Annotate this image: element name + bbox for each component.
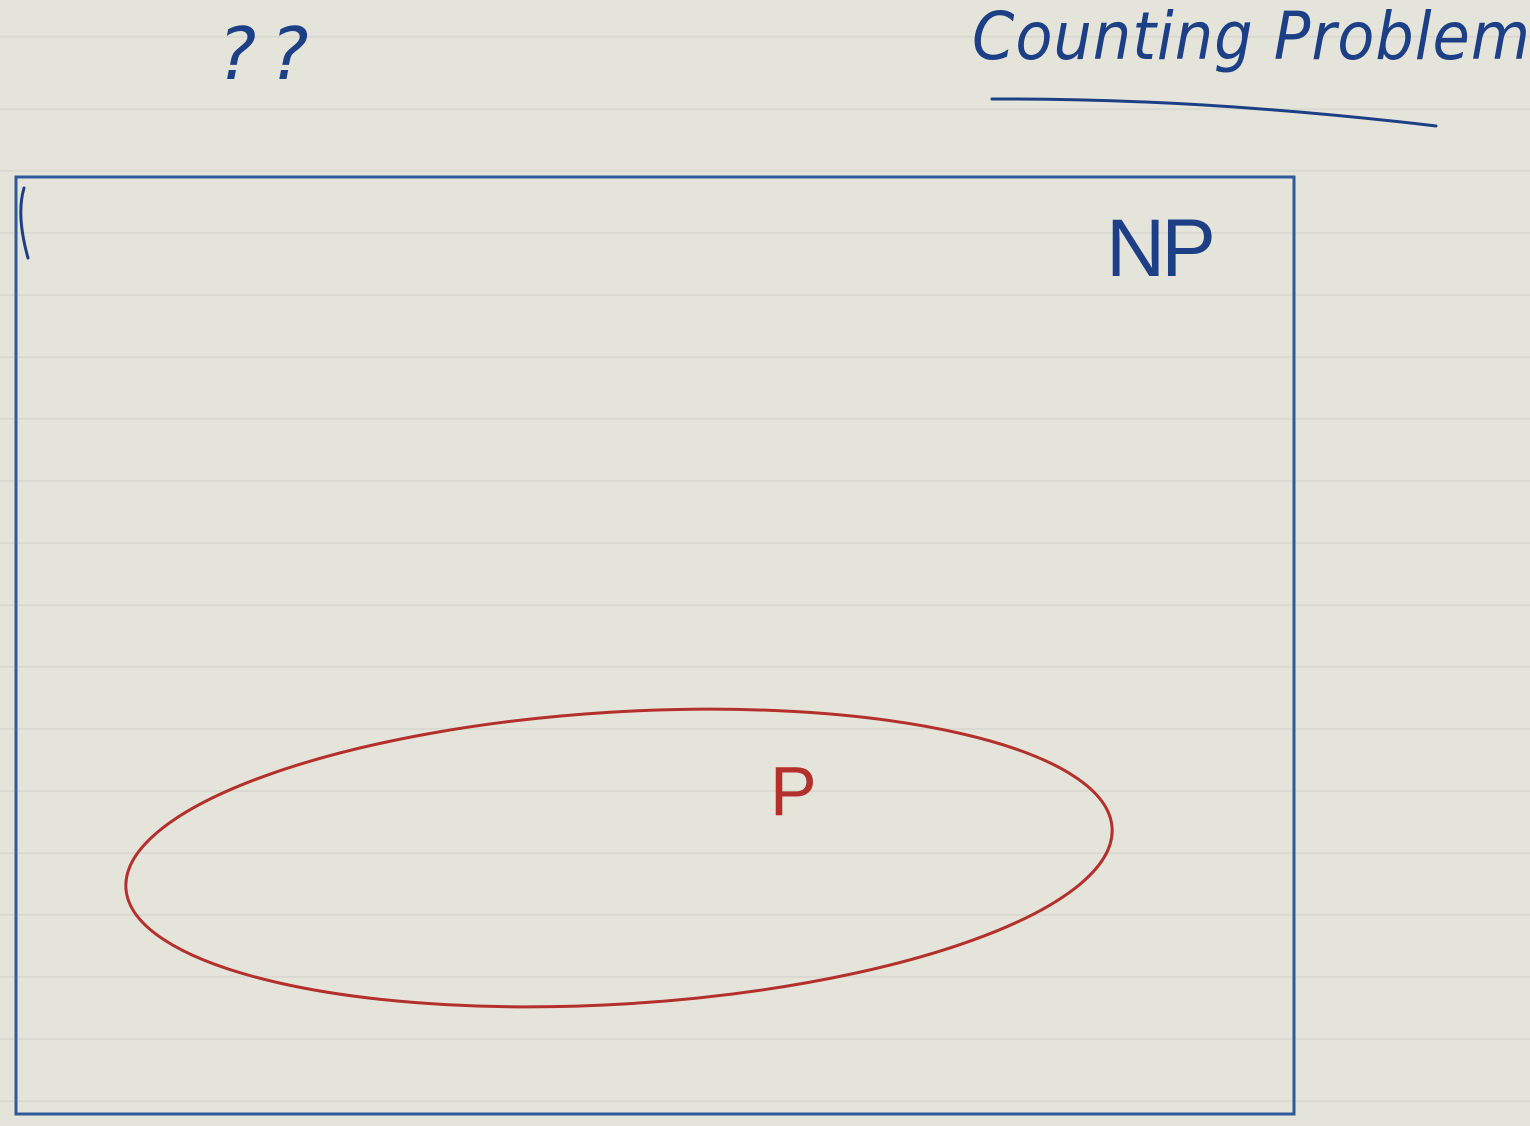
p-set-ellipse bbox=[124, 707, 1114, 1009]
box-corner-stroke bbox=[19, 186, 30, 260]
p-set-label: P bbox=[770, 752, 817, 830]
np-set-label: NP bbox=[1106, 203, 1216, 294]
np-set-box bbox=[14, 175, 1296, 1116]
page-title: Counting Problems bbox=[972, 0, 1530, 75]
question-marks: ?? bbox=[218, 12, 323, 96]
title-underline bbox=[990, 97, 1438, 128]
